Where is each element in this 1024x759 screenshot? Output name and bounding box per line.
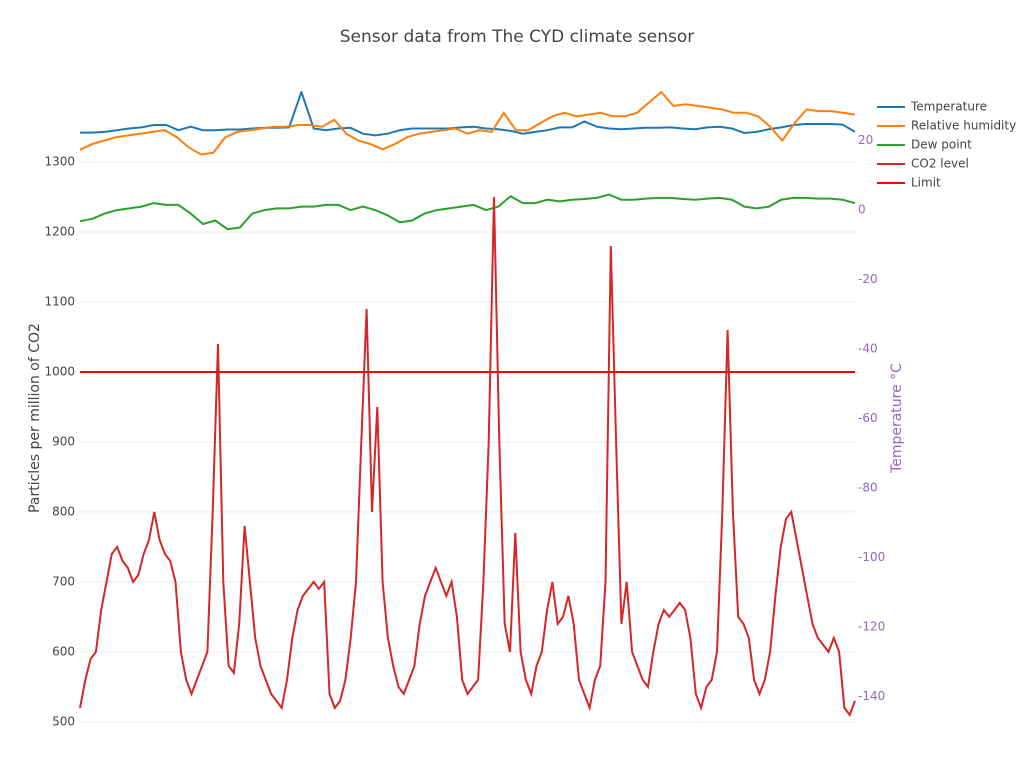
legend-label: CO2 level [911, 157, 969, 171]
y2-tick-label: -20 [858, 272, 878, 286]
y-tick-label: 1000 [44, 364, 75, 378]
y-tick-label: 1100 [44, 294, 75, 308]
legend-label: Temperature [910, 100, 987, 114]
y2-tick-label: 20 [858, 133, 873, 147]
chart-title: Sensor data from The CYD climate sensor [340, 27, 694, 47]
y-tick-label: 800 [52, 504, 75, 518]
y2-axis-title: Temperature °C [889, 363, 905, 474]
y2-tick-label: -100 [858, 550, 885, 564]
series-line [80, 88, 856, 137]
y2-tick-label: -140 [858, 689, 885, 703]
plot-clip-top [78, 0, 857, 91]
legend-label: Dew point [911, 138, 972, 152]
series-line [79, 196, 856, 717]
series-line [79, 90, 856, 156]
y-tick-label: 1300 [44, 154, 75, 168]
y-axis-title: Particles per million of CO2 [27, 323, 43, 513]
y-tick-label: 1200 [44, 224, 75, 238]
series-line [79, 193, 856, 231]
y-tick-label: 900 [52, 434, 75, 448]
y2-tick-label: 0 [858, 203, 866, 217]
legend-label: Limit [911, 176, 941, 190]
y2-tick-label: -80 [858, 480, 878, 494]
y-tick-label: 600 [52, 644, 75, 658]
y2-tick-label: -40 [858, 342, 878, 356]
y-tick-label: 500 [52, 714, 75, 728]
y-tick-label: 700 [52, 574, 75, 588]
y2-tick-label: -120 [858, 619, 885, 633]
y2-tick-label: -60 [858, 411, 878, 425]
legend-label: Relative humidity [911, 119, 1016, 133]
